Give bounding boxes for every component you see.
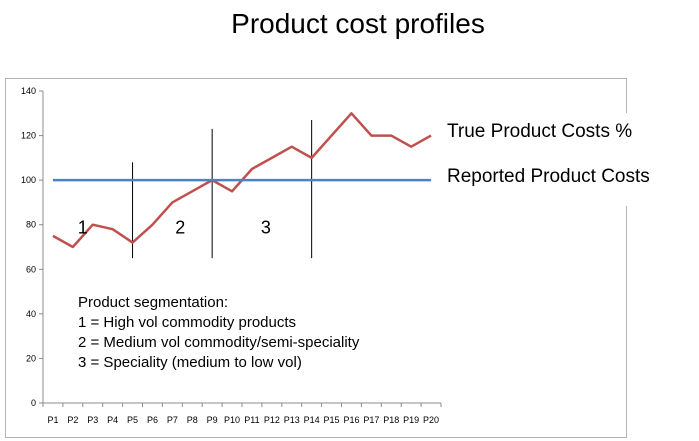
y-tick-label: 60	[26, 264, 36, 274]
x-tick-label: P9	[207, 415, 218, 425]
y-tick-label: 80	[26, 220, 36, 230]
x-tick-label: P5	[127, 415, 138, 425]
x-tick-label: P1	[47, 415, 58, 425]
note-line-2: 2 = Medium vol commodity/semi-speciality	[78, 334, 360, 351]
x-tick-label: P20	[423, 415, 439, 425]
x-tick-label: P4	[107, 415, 118, 425]
x-tick-label: P3	[87, 415, 98, 425]
x-tick-label: P2	[67, 415, 78, 425]
line-chart: 0 20 40 60 80 100 120 140 P1 P2 P3 P4 P5 P6 P7 P8 P9 P10 P…	[21, 86, 442, 425]
x-tick-label: P12	[264, 415, 280, 425]
y-tick-label: 140	[21, 86, 36, 96]
segmentation-note: Product segmentation: 1 = High vol commo…	[72, 290, 427, 382]
legend: True Product Costs % Reported Product Co…	[432, 113, 699, 206]
x-tick-label: P7	[167, 415, 178, 425]
x-tick-label: P10	[224, 415, 240, 425]
x-tick-label: P16	[343, 415, 359, 425]
y-tick-label: 120	[21, 131, 36, 141]
x-tick-label: P14	[304, 415, 320, 425]
x-tick-label: P8	[187, 415, 198, 425]
y-tick-label: 40	[26, 309, 36, 319]
x-tick-label: P19	[403, 415, 419, 425]
x-tick-label: P18	[383, 415, 399, 425]
x-tick-label: P13	[284, 415, 300, 425]
segment-label: 1	[78, 218, 88, 238]
x-tick-label: P17	[363, 415, 379, 425]
x-tick-label: P6	[147, 415, 158, 425]
y-tick-label: 0	[31, 398, 36, 408]
x-tick-label: P15	[324, 415, 340, 425]
note-heading: Product segmentation:	[78, 294, 229, 311]
note-line-3: 3 = Speciality (medium to low vol)	[78, 354, 302, 371]
slide-title: Product cost profiles	[231, 8, 485, 39]
y-tick-label: 20	[26, 353, 36, 363]
legend-reported-costs: Reported Product Costs	[447, 166, 650, 187]
y-tick-label: 100	[21, 175, 36, 185]
segment-label: 3	[261, 218, 271, 238]
note-line-1: 1 = High vol commodity products	[78, 314, 297, 331]
segment-label: 2	[175, 218, 185, 238]
x-tick-label: P11	[244, 415, 259, 425]
legend-true-costs: True Product Costs %	[447, 121, 633, 142]
